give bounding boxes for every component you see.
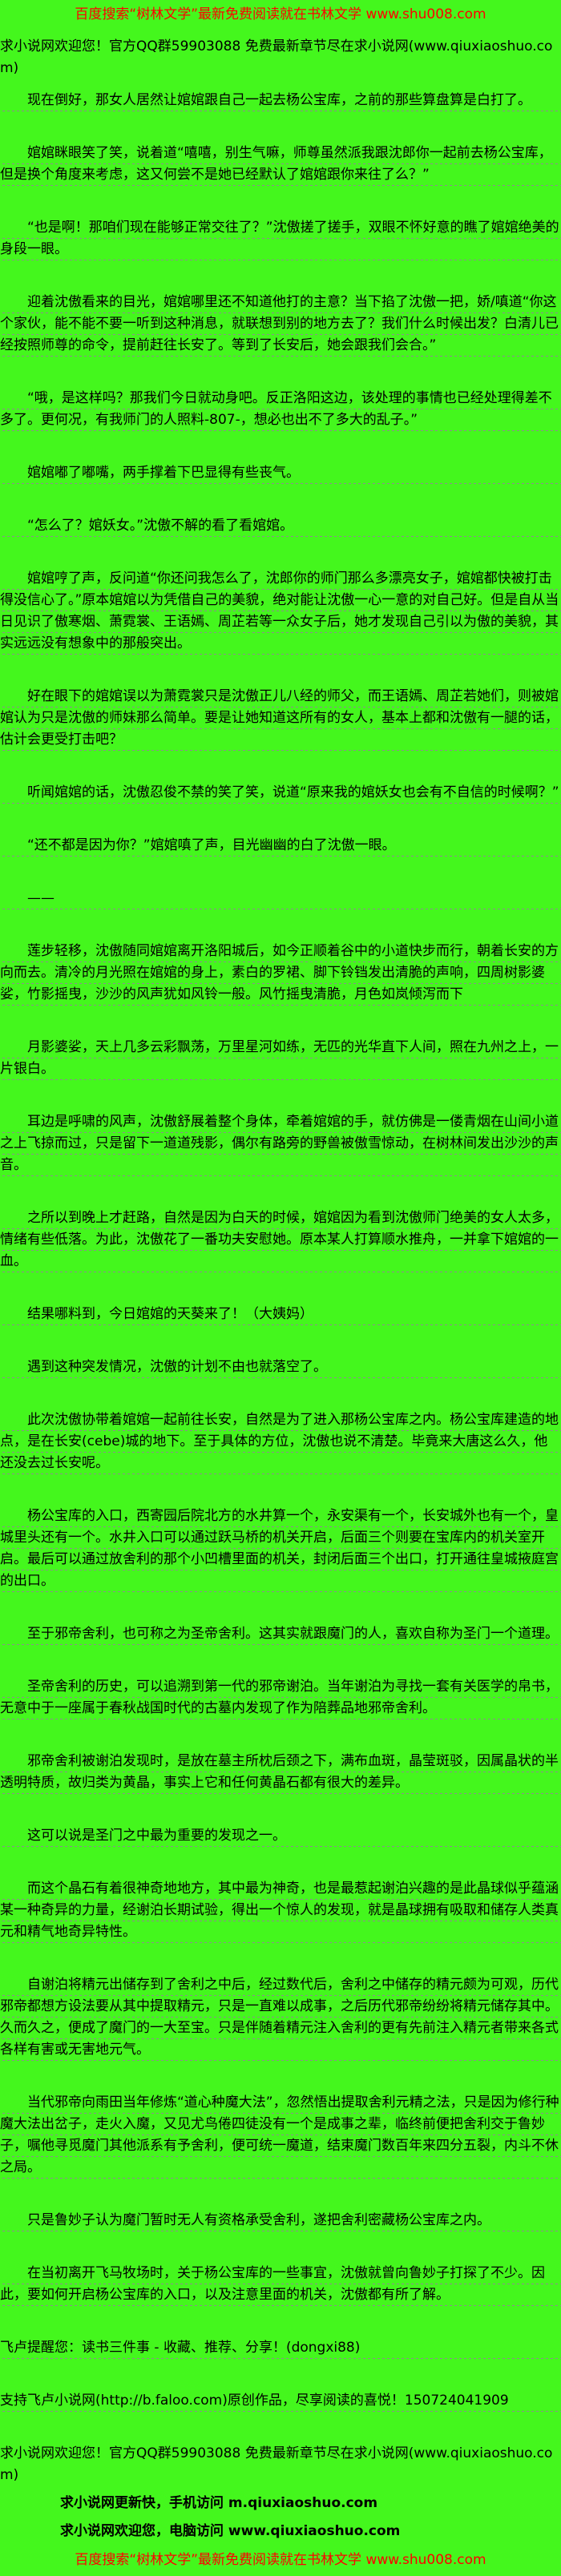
- novel-paragraph: 杨公宝库的入口，西寄园后院北方的水井算一个，永安渠有一个，长安城外也有一个，皇城…: [0, 1506, 561, 1592]
- novel-paragraph: 只是鲁妙子认为魔门暂时无人有资格承受舍利，遂把舍利密藏杨公宝库之内。: [0, 2210, 561, 2231]
- novel-paragraph: 邪帝舍利被谢泊发现时，是放在墓主所枕后颈之下，满布血斑，晶莹斑驳，因属晶状的半透…: [0, 1751, 561, 1794]
- novel-paragraph: 现在倒好，那女人居然让婠婠跟自己一起去杨公宝库，之前的那些算盘算是白打了。: [0, 90, 561, 111]
- novel-paragraph: 圣帝舍利的历史，可以追溯到第一代的邪帝谢泊。当年谢泊为寻找一套有关医学的帛书，无…: [0, 1676, 561, 1719]
- novel-paragraph: 支持飞卢小说网(http://b.faloo.com)原创作品，尽享阅读的喜悦！…: [0, 2390, 561, 2412]
- novel-paragraph: “哦，是这样吗？那我们今日就动身吧。反正洛阳这边，该处理的事情也已经处理得差不多…: [0, 388, 561, 431]
- novel-paragraph: “也是啊！那咱们现在能够正常交往了？”沈傲搓了搓手，双眼不怀好意的瞧了婠婠绝美的…: [0, 217, 561, 260]
- novel-paragraph: 莲步轻移，沈傲随同婠婠离开洛阳城后，如今正顺着谷中的小道快步而行，朝着长安的方向…: [0, 941, 561, 1006]
- novel-paragraph: 之所以到晚上才赶路，自然是因为白天的时候，婠婠因为看到沈傲师门绝美的女人太多，情…: [0, 1207, 561, 1272]
- novel-paragraph: 此次沈傲协带着婠婠一起前往长安，自然是为了进入那杨公宝库之内。杨公宝库建造的地点…: [0, 1409, 561, 1474]
- promo-site-link-top[interactable]: 求小说网欢迎您！官方QQ群59903088 免费最新章节尽在求小说网(www.q…: [0, 38, 553, 76]
- novel-paragraph: 飞卢提醒您：读书三件事 - 收藏、推荐、分享！(dongxi88): [0, 2337, 561, 2359]
- novel-paragraph: 婠婠眯眼笑了笑，说着道“嘻嘻，别生气嘛，师尊虽然派我跟沈郎你一起前去杨公宝库，但…: [0, 143, 561, 186]
- novel-paragraph: ——: [0, 888, 561, 909]
- promo-baidu-top: 百度搜索“树林文学”最新免费阅读就在书林文学 www.shu008.com: [75, 6, 486, 22]
- novel-paragraph: 遇到这种突发情况，沈傲的计划不由也就落空了。: [0, 1357, 561, 1378]
- novel-paragraph: 结果哪料到，今日婠婠的天葵来了！（大姨妈）: [0, 1304, 561, 1325]
- promo-pc-line: 求小说网欢迎您，电脑访问 www.qiuxiaoshuo.com: [60, 2523, 401, 2539]
- chapter-content: 现在倒好，那女人居然让婠婠跟自己一起去杨公宝库，之前的那些算盘算是白打了。婠婠眯…: [0, 90, 561, 2412]
- novel-paragraph: 好在眼下的婠婠误以为萧霓裳只是沈傲正儿八经的师父，而王语嫣、周芷若她们，则被婠婠…: [0, 686, 561, 751]
- novel-paragraph: 在当初离开飞马牧场时，关于杨公宝库的一些事宜，沈傲就曾向鲁妙子打探了不少。因此，…: [0, 2263, 561, 2306]
- novel-paragraph: 婠婠哼了声，反问道“你还问我怎么了，沈郎你的师门那么多漂亮女子，婠婠都快被打击得…: [0, 568, 561, 655]
- novel-paragraph: 听闻婠婠的话，沈傲忍俊不禁的笑了笑，说道“原来我的婠妖女也会有不自信的时候啊？”: [0, 782, 561, 804]
- novel-paragraph: 这可以说是圣门之中最为重要的发现之一。: [0, 1825, 561, 1847]
- novel-paragraph: 月影婆娑，天上几多云彩飘荡，万里星河如练，无匹的光华直下人间，照在九州之上，一片…: [0, 1037, 561, 1080]
- novel-paragraph: 耳边是呼啸的风声，沈傲舒展着整个身体，牵着婠婠的手，就仿佛是一偻青烟在山间小道之…: [0, 1111, 561, 1176]
- promo-baidu-bottom: 百度搜索“树林文学”最新免费阅读就在书林文学 www.shu008.com: [75, 2552, 486, 2568]
- novel-paragraph: “还不都是因为你？”婠婠嗔了声，目光幽幽的白了沈傲一眼。: [0, 835, 561, 857]
- novel-paragraph: 而这个晶石有着很神奇地地方，其中最为神奇，也是最惹起谢泊兴趣的是此晶球似乎蕴涵某…: [0, 1878, 561, 1943]
- novel-paragraph: 自谢泊将精元出储存到了舍利之中后，经过数代后，舍利之中储存的精元颇为可观，历代邪…: [0, 1974, 561, 2061]
- novel-paragraph: 当代邪帝向雨田当年修炼“道心种魔大法”，忽然悟出提取舍利元精之法，只是因为修行种…: [0, 2092, 561, 2179]
- promo-mobile-line: 求小说网更新快，手机访问 m.qiuxiaoshuo.com: [60, 2495, 378, 2511]
- novel-paragraph: 至于邪帝舍利，也可称之为圣帝舍利。这其实就跟魔门的人，喜欢自称为圣门一个道理。: [0, 1623, 561, 1645]
- novel-paragraph: 迎着沈傲看来的目光，婠婠哪里还不知道他打的主意？当下掐了沈傲一把，娇/嗔道“你这…: [0, 292, 561, 357]
- novel-paragraph: 婠婠嘟了嘟嘴，两手撑着下巴显得有些丧气。: [0, 462, 561, 484]
- novel-paragraph: “怎么了？婠妖女。”沈傲不解的看了看婠婠。: [0, 515, 561, 537]
- promo-site-link-bottom[interactable]: 求小说网欢迎您！官方QQ群59903088 免费最新章节尽在求小说网(www.q…: [0, 2445, 553, 2483]
